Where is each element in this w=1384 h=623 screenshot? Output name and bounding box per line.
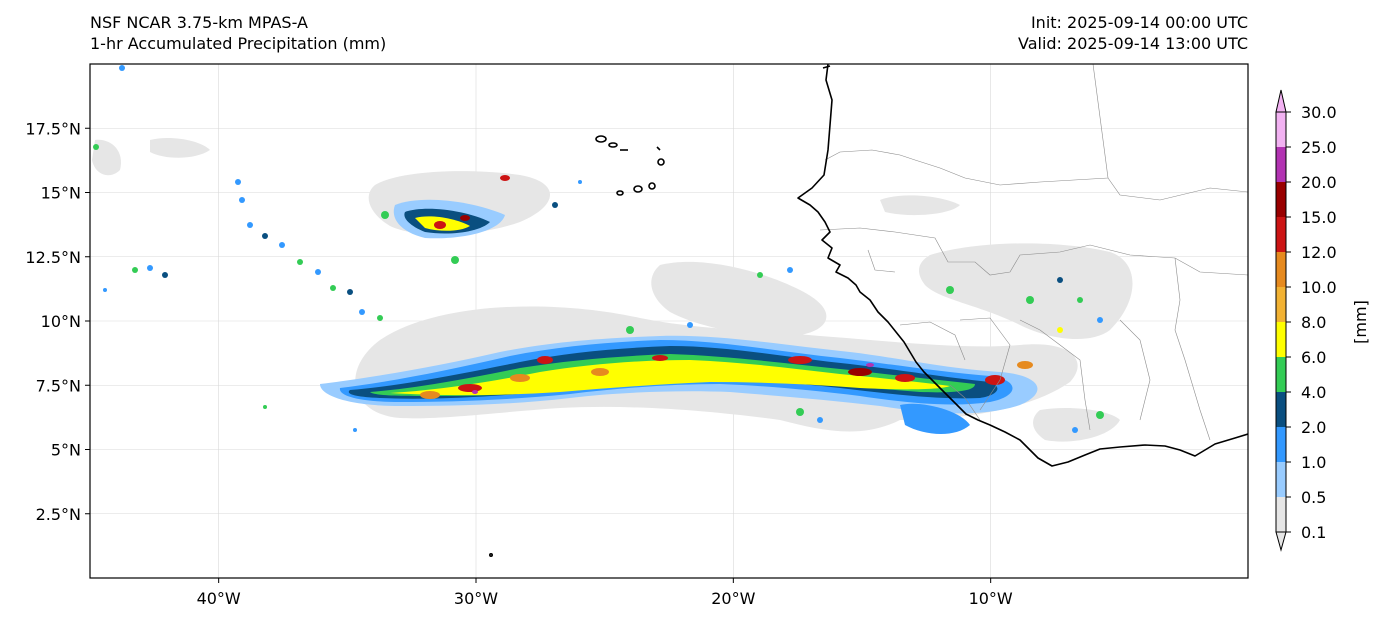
colorbar-tick-label: 4.0	[1301, 383, 1326, 402]
colorbar-segment	[1276, 147, 1286, 182]
colorbar-upper-extend	[1275, 89, 1287, 113]
init-time: Init: 2025-09-14 00:00 UTC	[1030, 13, 1248, 32]
lat-tick-label: 15°N	[41, 184, 81, 203]
lat-tick-label: 12.5°N	[25, 248, 81, 267]
colorbar-tick-label: 6.0	[1301, 348, 1326, 367]
colorbar-segment	[1276, 112, 1286, 147]
precip-extreme	[420, 175, 1033, 399]
colorbar-tick-label: 12.0	[1301, 243, 1337, 262]
colorbar-segment	[1276, 252, 1286, 287]
colorbar-segment	[1276, 217, 1286, 252]
field-name: 1-hr Accumulated Precipitation (mm)	[90, 34, 387, 53]
lat-axis: 2.5°N 5°N 7.5°N 10°N 12.5°N 15°N 17.5°N	[25, 119, 90, 524]
lat-tick-label: 2.5°N	[36, 505, 81, 524]
lat-tick-label: 7.5°N	[36, 376, 81, 395]
lat-tick-label: 10°N	[41, 312, 81, 331]
colorbar: 0.1 0.5 1.0 2.0 4.0 6.0 8.0 10.0 12.0 15.0 20.0 25.…	[1275, 89, 1337, 552]
lon-tick-label: 10°W	[969, 589, 1013, 608]
colorbar-segment	[1276, 357, 1286, 392]
colorbar-tick-label: 25.0	[1301, 138, 1337, 157]
colorbar-segment	[1276, 392, 1286, 427]
colorbar-tick-label: 10.0	[1301, 278, 1337, 297]
colorbar-segment	[1276, 182, 1286, 217]
valid-time: Valid: 2025-09-14 13:00 UTC	[1017, 34, 1248, 53]
title-left: NSF NCAR 3.75-km MPAS-A 1-hr Accumulated…	[90, 12, 386, 54]
country-borders	[819, 64, 1248, 441]
colorbar-tick-label: 30.0	[1301, 103, 1337, 122]
lat-tick-label: 5°N	[51, 441, 81, 460]
lat-tick-label: 17.5°N	[25, 119, 81, 138]
colorbar-tick-label: 8.0	[1301, 313, 1326, 332]
colorbar-segment	[1276, 462, 1286, 497]
colorbar-segment	[1276, 497, 1286, 532]
coastline	[488, 64, 1248, 557]
colorbar-tick-label: 0.5	[1301, 488, 1326, 507]
lon-tick-label: 20°W	[711, 589, 755, 608]
scattered-showers	[93, 65, 1104, 433]
lon-axis: 40°W 30°W 20°W 10°W	[197, 578, 1013, 608]
colorbar-label: [mm]	[1351, 300, 1370, 344]
colorbar-segment	[1276, 322, 1286, 357]
colorbar-tick-label: 0.1	[1301, 523, 1326, 542]
colorbar-lower-extend	[1275, 531, 1287, 552]
colorbar-segment	[1276, 427, 1286, 462]
colorbar-tick-label: 15.0	[1301, 208, 1337, 227]
colorbar-tick-label: 2.0	[1301, 418, 1326, 437]
colorbar-segment	[1276, 287, 1286, 322]
lon-tick-label: 40°W	[197, 589, 241, 608]
map-area	[90, 64, 1248, 578]
lon-tick-label: 30°W	[454, 589, 498, 608]
title-right: Init: 2025-09-14 00:00 UTC Valid: 2025-0…	[1018, 12, 1248, 54]
colorbar-tick-label: 1.0	[1301, 453, 1326, 472]
colorbar-tick-label: 20.0	[1301, 173, 1337, 192]
model-name: NSF NCAR 3.75-km MPAS-A	[90, 13, 308, 32]
